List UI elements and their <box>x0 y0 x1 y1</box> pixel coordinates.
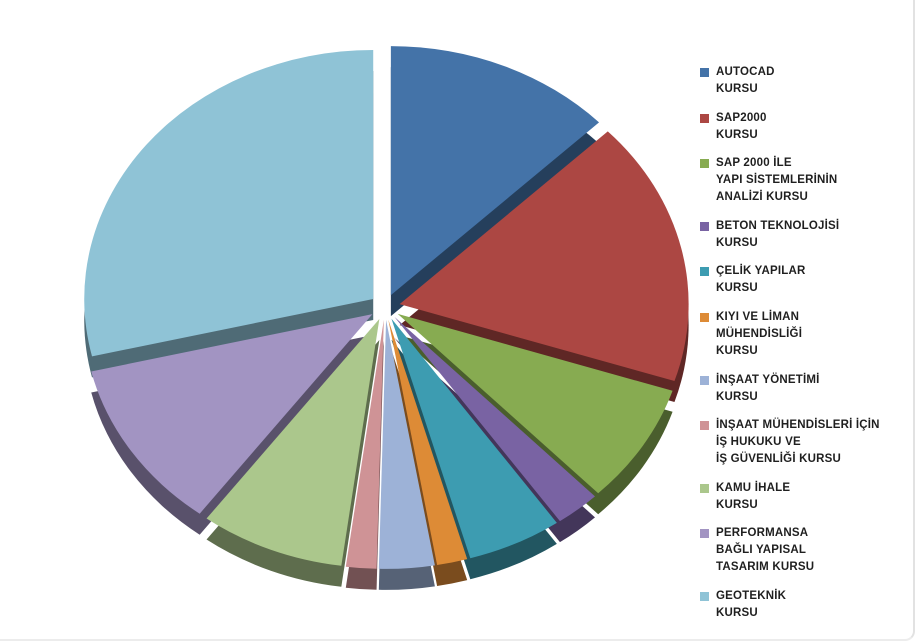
legend-item-label: ÇELİK YAPILAR KURSU <box>716 265 806 295</box>
legend-item-label: İNŞAAT YÖNETİMİ KURSU <box>716 373 820 403</box>
pie-slice-i-nsaat-muhendi-sleri-i-ci-n <box>345 319 384 569</box>
legend-swatch-icon <box>700 375 709 385</box>
pie-slice-kiyi-ve-li-man <box>388 319 468 566</box>
legend-swatch-icon <box>700 483 709 493</box>
legend-item-label: KIYI VE LİMAN MÜHENDİSLİĞİ KURSU <box>716 310 803 357</box>
pie-slice-beton-teknoloji-si <box>394 316 595 522</box>
pie-slice-performansa <box>91 314 373 514</box>
pie-slice-autocad <box>390 46 600 296</box>
pie-slice-sap2000 <box>399 131 689 382</box>
legend-item-label: KAMU İHALE KURSU <box>716 481 791 511</box>
legend-item-label: SAP2000 KURSU <box>716 111 767 141</box>
legend-item-i-nsaat-yoneti-mi: İNŞAAT YÖNETİMİ KURSU <box>700 372 906 406</box>
legend-swatch-icon <box>700 221 709 231</box>
legend: AUTOCAD KURSU SAP2000 KURSU SAP 2000 İLE Y… <box>700 64 906 622</box>
legend-swatch-icon <box>700 113 709 123</box>
legend-item-label: PERFORMANSA BAĞLI YAPISAL TASARIM KURSU <box>716 527 815 574</box>
legend-item-sap-2000-i-le: SAP 2000 İLE YAPI SİSTEMLERİNİN ANALİZİ … <box>700 155 906 206</box>
legend-swatch-icon <box>700 529 709 539</box>
legend-item-sap2000: SAP2000 KURSU <box>700 110 906 144</box>
legend-swatch-icon <box>700 159 709 169</box>
legend-item-label: AUTOCAD KURSU <box>716 66 775 95</box>
pie-slice-celi-k-yapilar <box>391 318 557 559</box>
legend-item-kiyi-ve-li-man: KIYI VE LİMAN MÜHENDİSLİĞİ KURSU <box>700 309 906 360</box>
legend-item-geotekni-k: GEOTEKNİK KURSU <box>700 588 906 622</box>
legend-item-label: GEOTEKNİK KURSU <box>716 589 787 619</box>
legend-item-label: SAP 2000 İLE YAPI SİSTEMLERİNİN ANALİZİ … <box>716 157 838 204</box>
legend-swatch-icon <box>700 312 709 322</box>
pie-slice-sap-2000-i-le <box>397 313 673 494</box>
legend-swatch-icon <box>700 68 709 77</box>
pie-slice-i-nsaat-yoneti-mi <box>378 319 435 569</box>
legend-swatch-icon <box>700 421 709 431</box>
legend-item-celi-k-yapilar: ÇELİK YAPILAR KURSU <box>700 263 906 297</box>
legend-item-label: İNŞAAT MÜHENDİSLERİ İÇİN İŞ HUKUKU VE İŞ… <box>716 419 880 466</box>
pie-slice-kamu-i-hale <box>206 318 380 566</box>
legend-item-autocad: AUTOCAD KURSU <box>700 64 906 98</box>
legend-item-performansa: PERFORMANSA BAĞLI YAPISAL TASARIM KURSU <box>700 525 906 576</box>
pie-slice-geotekni-k <box>84 49 374 357</box>
legend-swatch-icon <box>700 591 709 601</box>
legend-item-label: BETON TEKNOLOJİSİ KURSU <box>716 219 840 249</box>
legend-item-kamu-i-hale: KAMU İHALE KURSU <box>700 480 906 514</box>
legend-swatch-icon <box>700 267 709 277</box>
legend-item-i-nsaat-muhendi-sleri-i-ci-n: İNŞAAT MÜHENDİSLERİ İÇİN İŞ HUKUKU VE İŞ… <box>700 417 906 468</box>
legend-item-beton-teknoloji-si: BETON TEKNOLOJİSİ KURSU <box>700 218 906 252</box>
